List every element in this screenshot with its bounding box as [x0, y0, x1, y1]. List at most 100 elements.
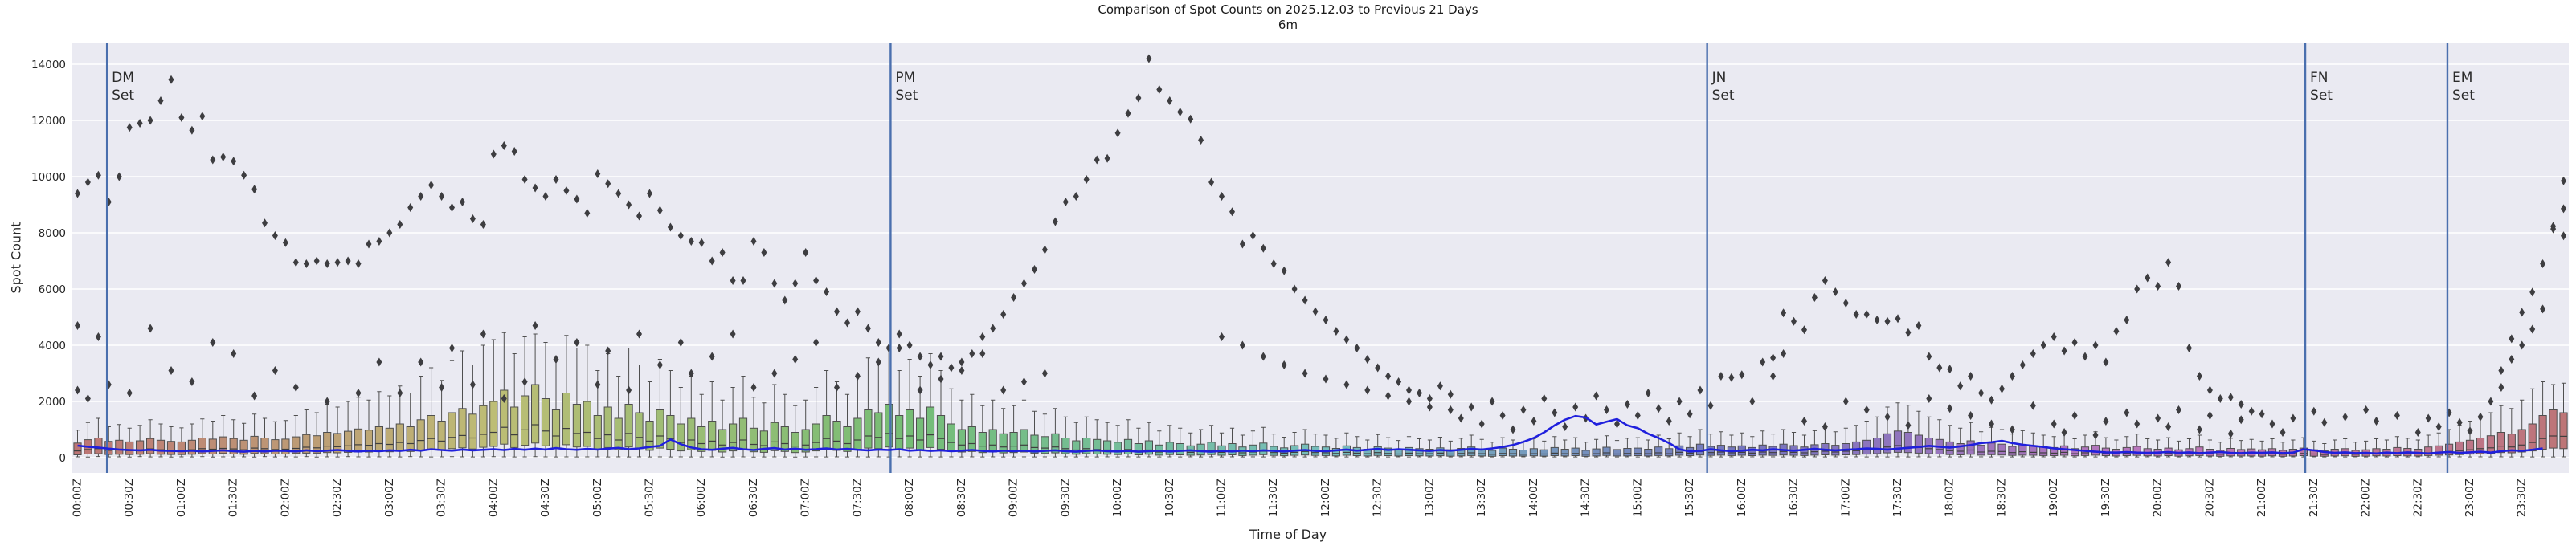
- box-whisker: [2364, 440, 2369, 458]
- box: [1800, 446, 1809, 456]
- box: [2507, 434, 2516, 454]
- box: [1748, 446, 1756, 457]
- box-whisker: [346, 401, 350, 458]
- box: [936, 415, 946, 450]
- box: [1862, 439, 1871, 455]
- box-whisker: [200, 418, 205, 458]
- box-whisker: [844, 393, 850, 458]
- box-whisker: [106, 426, 111, 458]
- box: [146, 438, 155, 454]
- box-whisker: [1771, 434, 1776, 458]
- box: [926, 406, 935, 448]
- box: [2029, 445, 2038, 456]
- box: [635, 412, 644, 450]
- box: [1114, 442, 1122, 455]
- box-whisker: [2176, 440, 2181, 458]
- box: [1550, 446, 1559, 457]
- box: [385, 427, 394, 453]
- x-tick-label: 23:30Z: [2516, 479, 2529, 517]
- box-whisker: [2114, 439, 2119, 458]
- box: [916, 417, 925, 450]
- box: [239, 439, 248, 455]
- box: [1394, 449, 1403, 457]
- box-whisker: [387, 395, 392, 458]
- box: [1654, 446, 1663, 456]
- box: [2549, 409, 2558, 449]
- x-tick-label: 03:30Z: [435, 479, 448, 517]
- box-whisker: [1500, 437, 1505, 458]
- box-whisker: [2520, 399, 2525, 458]
- box-whisker: [1843, 427, 1848, 458]
- x-tick-label: 18:00Z: [1944, 479, 1957, 517]
- box: [500, 389, 509, 445]
- box-whisker: [1292, 432, 1297, 458]
- box-whisker: [2291, 439, 2296, 458]
- box-whisker: [2436, 432, 2441, 458]
- box: [1613, 449, 1621, 457]
- x-tick-label: 16:00Z: [1736, 479, 1748, 517]
- box-whisker: [1614, 440, 1620, 458]
- box-whisker: [1604, 435, 1609, 458]
- box-whisker: [1240, 434, 1245, 458]
- box-whisker: [1084, 416, 1089, 458]
- box-whisker: [1729, 434, 1734, 458]
- box-whisker: [408, 393, 413, 458]
- box: [1082, 438, 1091, 454]
- box-whisker: [751, 397, 756, 458]
- box-whisker: [783, 393, 787, 458]
- box-whisker: [512, 353, 517, 458]
- box: [697, 426, 706, 452]
- box-whisker: [564, 335, 569, 458]
- box-whisker: [1646, 439, 1650, 458]
- box: [156, 439, 166, 455]
- box-whisker: [2030, 432, 2035, 458]
- plot-background: [72, 43, 2569, 473]
- chart-header: Comparison of Spot Counts on 2025.12.03 …: [0, 2, 2576, 32]
- box-whisker: [2020, 430, 2025, 458]
- box: [1634, 447, 1642, 456]
- box: [115, 439, 124, 455]
- x-tick-label: 08:30Z: [955, 479, 968, 517]
- box-whisker: [2415, 439, 2420, 458]
- box: [2320, 450, 2329, 457]
- box: [1144, 440, 1154, 455]
- box-whisker: [2259, 440, 2264, 458]
- box: [906, 409, 914, 449]
- x-tick-label: 04:00Z: [487, 479, 500, 517]
- x-tick-label: 15:00Z: [1631, 479, 1644, 517]
- box-whisker: [96, 417, 100, 458]
- box: [666, 415, 675, 450]
- box: [1602, 446, 1611, 456]
- box: [166, 441, 176, 455]
- box-whisker: [221, 415, 226, 458]
- box: [1436, 447, 1445, 457]
- box-whisker: [1406, 436, 1412, 458]
- box: [313, 435, 321, 454]
- box-whisker: [949, 388, 954, 458]
- box: [437, 421, 446, 451]
- x-tick-label: 12:00Z: [1319, 479, 1332, 517]
- gridlines: [72, 63, 2569, 458]
- box-whisker: [2374, 438, 2379, 458]
- box-whisker: [1719, 431, 1723, 458]
- box: [73, 442, 82, 455]
- box-whisker: [2561, 382, 2566, 458]
- box-whisker: [730, 387, 735, 458]
- x-tick-label: 00:00Z: [72, 479, 84, 517]
- box: [770, 422, 779, 451]
- x-tick-label: 09:00Z: [1008, 479, 1020, 517]
- x-tick-label: 01:00Z: [175, 479, 188, 517]
- today-line: [77, 414, 2543, 455]
- box-whisker: [293, 415, 298, 458]
- box-whisker: [928, 353, 933, 458]
- x-tick-label: 06:00Z: [695, 479, 708, 517]
- box-whisker: [865, 357, 870, 458]
- box: [1623, 448, 1632, 457]
- box-whisker: [709, 381, 714, 458]
- box: [603, 406, 612, 448]
- x-tick-label: 11:00Z: [1216, 479, 1229, 517]
- box-whisker: [127, 427, 132, 458]
- box-whisker: [1979, 431, 1984, 458]
- box-whisker: [2010, 434, 2014, 458]
- x-tick-label: 05:00Z: [591, 479, 604, 517]
